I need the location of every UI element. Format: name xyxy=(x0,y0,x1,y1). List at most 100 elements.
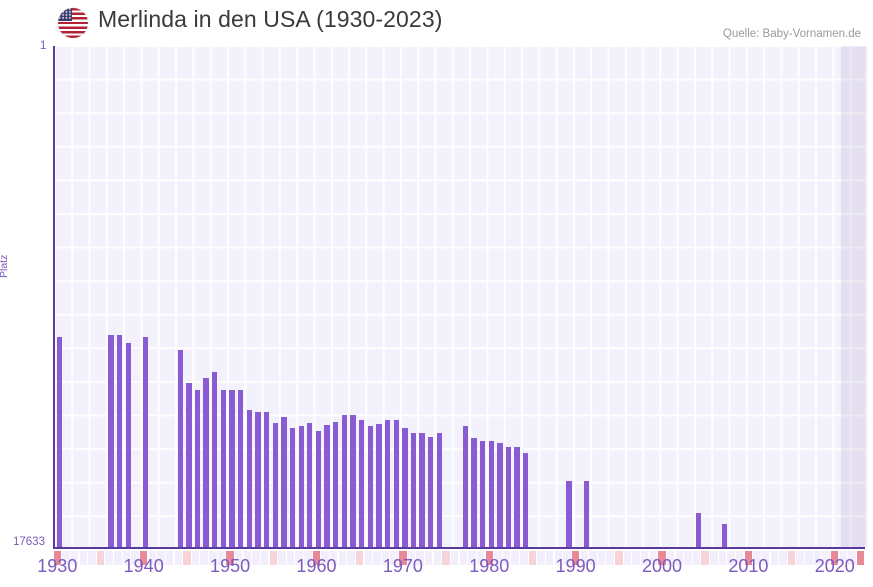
bar[interactable] xyxy=(419,433,425,547)
x-axis-tick-1990: 1990 xyxy=(555,556,596,576)
bar[interactable] xyxy=(505,447,512,547)
bar[interactable] xyxy=(333,422,339,547)
bar[interactable] xyxy=(393,420,399,547)
bar[interactable] xyxy=(402,428,408,547)
bar[interactable] xyxy=(376,424,382,547)
x-axis-marker xyxy=(174,551,182,565)
x-axis-marker xyxy=(425,551,433,565)
x-axis-tick-2020: 2020 xyxy=(814,556,855,576)
x-axis-marker xyxy=(692,551,701,565)
bar[interactable] xyxy=(220,390,227,547)
bar[interactable] xyxy=(384,420,391,547)
bar[interactable] xyxy=(125,343,132,547)
x-axis-marker xyxy=(658,551,666,565)
bar[interactable] xyxy=(56,336,62,547)
plot-area xyxy=(53,46,867,549)
bar[interactable] xyxy=(523,453,529,547)
bar[interactable] xyxy=(315,431,322,547)
x-axis-marker xyxy=(856,551,865,565)
bar[interactable] xyxy=(255,412,261,547)
x-axis-marker xyxy=(407,551,416,565)
x-axis-marker xyxy=(217,551,226,565)
bar[interactable] xyxy=(324,425,330,547)
bar[interactable] xyxy=(194,390,201,547)
x-axis-marker xyxy=(96,551,105,565)
bar[interactable] xyxy=(143,336,149,547)
bar[interactable] xyxy=(212,371,218,547)
bar[interactable] xyxy=(471,438,477,547)
x-axis-marker xyxy=(88,551,96,565)
bar[interactable] xyxy=(479,441,486,547)
x-axis-marker xyxy=(511,551,519,565)
x-axis-marker xyxy=(779,551,787,565)
x-axis-marker xyxy=(347,551,355,565)
bar[interactable] xyxy=(246,410,253,547)
bar[interactable] xyxy=(436,433,443,547)
x-axis-marker xyxy=(209,551,217,565)
bar[interactable] xyxy=(177,349,183,547)
bar[interactable] xyxy=(721,523,728,547)
x-axis-marker xyxy=(226,551,234,565)
x-axis-marker xyxy=(62,551,70,565)
x-axis-marker xyxy=(131,551,139,565)
chart-header: ★★★★★★★★★★★★★★★★★★ Merlinda in den USA (… xyxy=(0,0,873,46)
bar[interactable] xyxy=(367,426,373,547)
bar[interactable] xyxy=(350,415,356,547)
x-axis-tick-2010: 2010 xyxy=(728,556,769,576)
bar[interactable] xyxy=(566,480,572,547)
bar[interactable] xyxy=(229,390,235,547)
x-axis-marker xyxy=(787,551,796,565)
bar[interactable] xyxy=(428,437,434,547)
bar[interactable] xyxy=(410,433,417,547)
bar[interactable] xyxy=(341,415,348,547)
x-axis-marker xyxy=(623,551,632,565)
bar[interactable] xyxy=(497,443,503,547)
x-axis-marker xyxy=(528,551,537,565)
x-axis-tick-1970: 1970 xyxy=(382,556,423,576)
x-axis-marker xyxy=(476,551,485,565)
x-axis-marker xyxy=(545,551,554,565)
bar[interactable] xyxy=(289,428,296,547)
x-axis-marker xyxy=(761,551,770,565)
x-axis-marker xyxy=(373,551,381,565)
x-axis-marker xyxy=(200,551,208,565)
x-axis-marker xyxy=(632,551,640,565)
bar[interactable] xyxy=(462,426,468,547)
x-axis-marker xyxy=(304,551,312,565)
bar[interactable] xyxy=(117,334,123,547)
x-axis-marker xyxy=(312,551,321,565)
x-axis-marker xyxy=(450,551,459,565)
x-axis-marker xyxy=(269,551,277,565)
x-axis-marker xyxy=(433,551,442,565)
x-axis-marker xyxy=(822,551,830,565)
x-axis-tick-2000: 2000 xyxy=(641,556,683,576)
x-axis-marker xyxy=(666,551,675,565)
bar[interactable] xyxy=(358,420,365,547)
bar[interactable] xyxy=(307,423,313,547)
x-axis-marker xyxy=(364,551,373,565)
x-axis-marker xyxy=(468,551,476,565)
bar[interactable] xyxy=(488,441,494,547)
x-axis-marker xyxy=(191,551,200,565)
bar[interactable] xyxy=(186,383,192,547)
bar[interactable] xyxy=(298,426,304,547)
bar[interactable] xyxy=(695,512,702,547)
bar[interactable] xyxy=(281,417,287,547)
x-axis-marker xyxy=(649,551,658,565)
x-axis-marker xyxy=(321,551,329,565)
x-axis-marker xyxy=(589,551,597,565)
bar[interactable] xyxy=(263,412,270,547)
bar[interactable] xyxy=(238,390,244,547)
bar[interactable] xyxy=(514,447,520,547)
bar[interactable] xyxy=(108,334,114,547)
forecast-band xyxy=(841,46,867,547)
x-axis-marker xyxy=(736,551,744,565)
x-axis-marker xyxy=(675,551,683,565)
x-axis-marker xyxy=(641,551,649,565)
flag-canton xyxy=(58,8,72,21)
bar[interactable] xyxy=(203,378,209,547)
source-label: Quelle: Baby-Vornamen.de xyxy=(722,28,861,40)
bar[interactable] xyxy=(272,423,278,547)
bar[interactable] xyxy=(583,480,589,547)
